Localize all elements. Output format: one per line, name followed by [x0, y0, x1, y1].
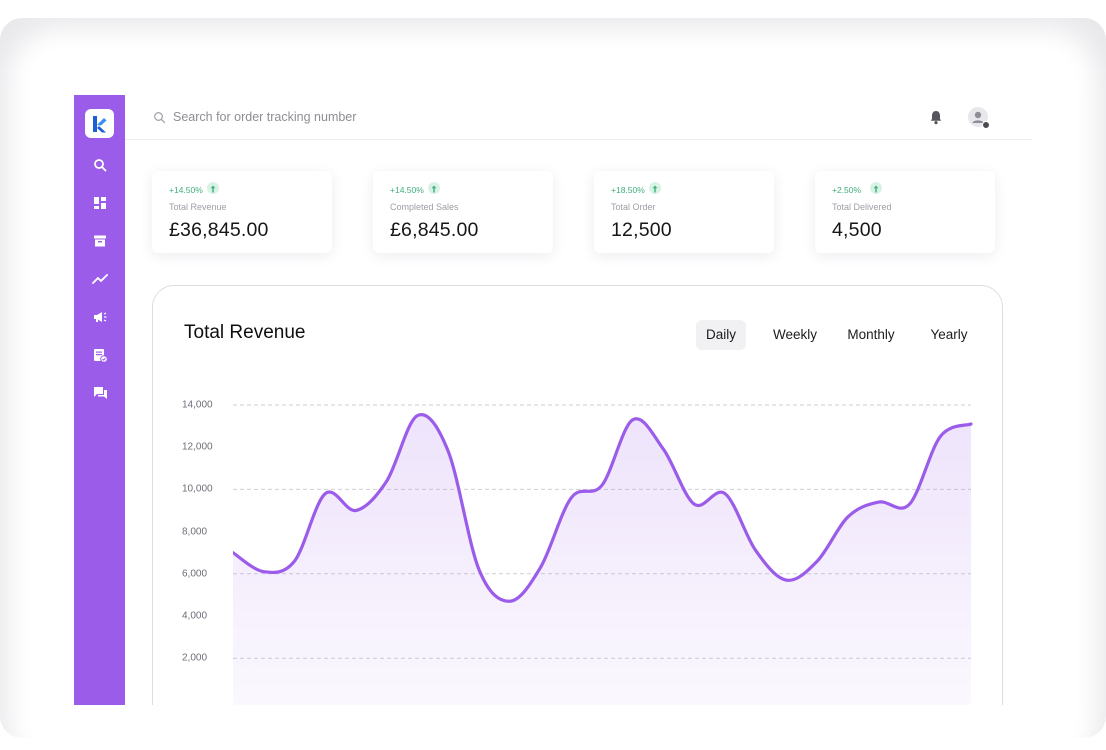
trend-icon: [92, 274, 108, 284]
arrow-up-icon: [649, 182, 661, 194]
nav-reports[interactable]: [89, 344, 111, 366]
y-tick-label: 12,000: [182, 441, 213, 453]
archive-icon: [94, 235, 106, 247]
revenue-area-chart: [233, 404, 973, 705]
nav-analytics[interactable]: [89, 268, 111, 290]
y-tick-label: 2,000: [182, 652, 208, 664]
arrow-up-icon: [870, 182, 882, 194]
stat-value: 4,500: [832, 219, 882, 241]
topbar: [125, 95, 1032, 140]
avatar[interactable]: [968, 107, 990, 129]
stat-value: £36,845.00: [169, 219, 269, 241]
arrow-up-icon: [207, 182, 219, 194]
search-icon: [154, 112, 166, 124]
nav-archive[interactable]: [89, 230, 111, 252]
status-dot: [982, 121, 990, 129]
stat-value: £6,845.00: [390, 219, 479, 241]
search-icon: [94, 159, 107, 172]
logo[interactable]: [85, 109, 114, 138]
stat-label: Completed Sales: [390, 202, 459, 212]
megaphone-icon: [94, 312, 107, 322]
nav-dashboard[interactable]: [89, 192, 111, 214]
stat-label: Total Revenue: [169, 202, 227, 212]
series-line: [233, 413, 973, 603]
change-badge: +2.50%: [832, 185, 862, 195]
chart-title: Total Revenue: [184, 322, 306, 343]
stat-label: Total Delivered: [832, 202, 892, 212]
stat-card-total-revenue: +14.50% Total Revenue £36,845.00: [152, 171, 332, 253]
stat-card-total-order: +18.50% Total Order 12,500: [594, 171, 774, 253]
stat-card-completed-sales: +14.50% Completed Sales £6,845.00: [373, 171, 553, 253]
change-badge: +18.50%: [611, 185, 645, 195]
dashboard-icon: [94, 197, 106, 209]
y-tick-label: 8,000: [182, 526, 208, 538]
tab-monthly[interactable]: Monthly: [847, 327, 895, 342]
y-tick-label: 4,000: [182, 610, 208, 622]
tab-yearly[interactable]: Yearly: [930, 327, 968, 342]
bell-icon[interactable]: [928, 109, 944, 125]
arrow-up-icon: [428, 182, 440, 194]
logo-icon: [93, 116, 107, 133]
report-icon: [93, 348, 108, 363]
tab-daily[interactable]: Daily: [696, 320, 746, 350]
sidebar: [74, 95, 125, 705]
stat-label: Total Order: [611, 202, 656, 212]
chat-icon: [93, 387, 107, 399]
stat-card-total-delivered: +2.50% Total Delivered 4,500: [815, 171, 995, 253]
stat-value: 12,500: [611, 219, 672, 241]
nav-messages[interactable]: [89, 382, 111, 404]
y-tick-label: 14,000: [182, 399, 213, 411]
tab-weekly[interactable]: Weekly: [772, 327, 817, 342]
user-icon: [972, 111, 984, 123]
nav-search[interactable]: [89, 154, 111, 176]
series-area: [233, 414, 971, 705]
y-tick-label: 6,000: [182, 568, 208, 580]
change-badge: +14.50%: [169, 185, 203, 195]
dashboard-app: +14.50% Total Revenue £36,845.00 +14.50%…: [74, 95, 1032, 705]
nav-campaigns[interactable]: [89, 306, 111, 328]
change-badge: +14.50%: [390, 185, 424, 195]
revenue-chart-card: Total Revenue Daily Weekly Monthly Yearl…: [152, 285, 1003, 705]
search-input[interactable]: [173, 107, 533, 127]
y-tick-label: 10,000: [182, 483, 213, 495]
